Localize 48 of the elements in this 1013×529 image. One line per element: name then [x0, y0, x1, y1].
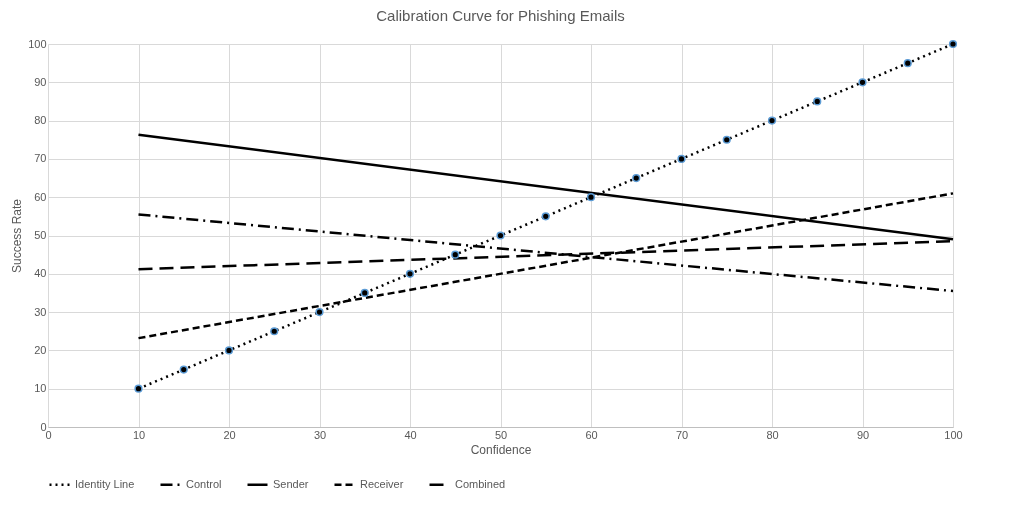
point — [270, 327, 279, 336]
y-tick-label: 100 — [28, 37, 47, 50]
x-tick-label: 10 — [132, 428, 146, 441]
x-tick-label: 80 — [766, 428, 779, 441]
point — [496, 231, 505, 240]
point — [224, 346, 234, 355]
y-tick-label: 70 — [34, 152, 47, 165]
x-tick-label: 100 — [944, 428, 963, 441]
point — [134, 384, 143, 393]
y-tick-label: 90 — [34, 75, 47, 88]
x-tick-label: 70 — [675, 428, 689, 441]
x-tick-label: 60 — [585, 428, 598, 441]
x-tick-label: 30 — [313, 428, 327, 441]
x-tick-label: 90 — [856, 428, 870, 441]
y-tick-label: 80 — [34, 114, 47, 127]
point — [948, 39, 958, 49]
y-tick-label: 10 — [34, 382, 47, 395]
y-tick-label: 0 — [40, 420, 47, 433]
legend-label: Identity Line — [75, 477, 135, 490]
y-tick-label: 40 — [34, 267, 47, 280]
y-tick-label: 30 — [34, 305, 47, 318]
legend-label: Control — [186, 477, 222, 490]
point — [858, 78, 867, 87]
y-tick-label: 50 — [34, 229, 47, 241]
y-axis-title: Success Rate — [10, 198, 25, 274]
point — [677, 154, 686, 163]
point — [315, 308, 324, 317]
point — [541, 212, 550, 221]
x-tick-label: 50 — [494, 428, 508, 441]
legend-label: Receiver — [360, 477, 404, 490]
chart-title: Calibration Curve for Phishing Emails — [376, 6, 625, 24]
point — [722, 135, 731, 144]
point — [586, 193, 596, 202]
point — [767, 116, 777, 125]
point — [451, 250, 460, 259]
x-tick-label: 40 — [404, 428, 417, 441]
legend-label: Sender — [273, 477, 309, 490]
point — [360, 288, 369, 298]
x-axis-title: Confidence — [470, 442, 532, 457]
x-tick-label: 20 — [223, 428, 236, 441]
point — [179, 365, 188, 374]
point — [813, 97, 822, 106]
point — [405, 269, 415, 278]
y-tick-label: 20 — [34, 343, 47, 356]
point — [903, 59, 912, 68]
legend-label: Combined — [455, 477, 506, 490]
y-tick-label: 60 — [34, 190, 47, 203]
point — [632, 173, 641, 183]
